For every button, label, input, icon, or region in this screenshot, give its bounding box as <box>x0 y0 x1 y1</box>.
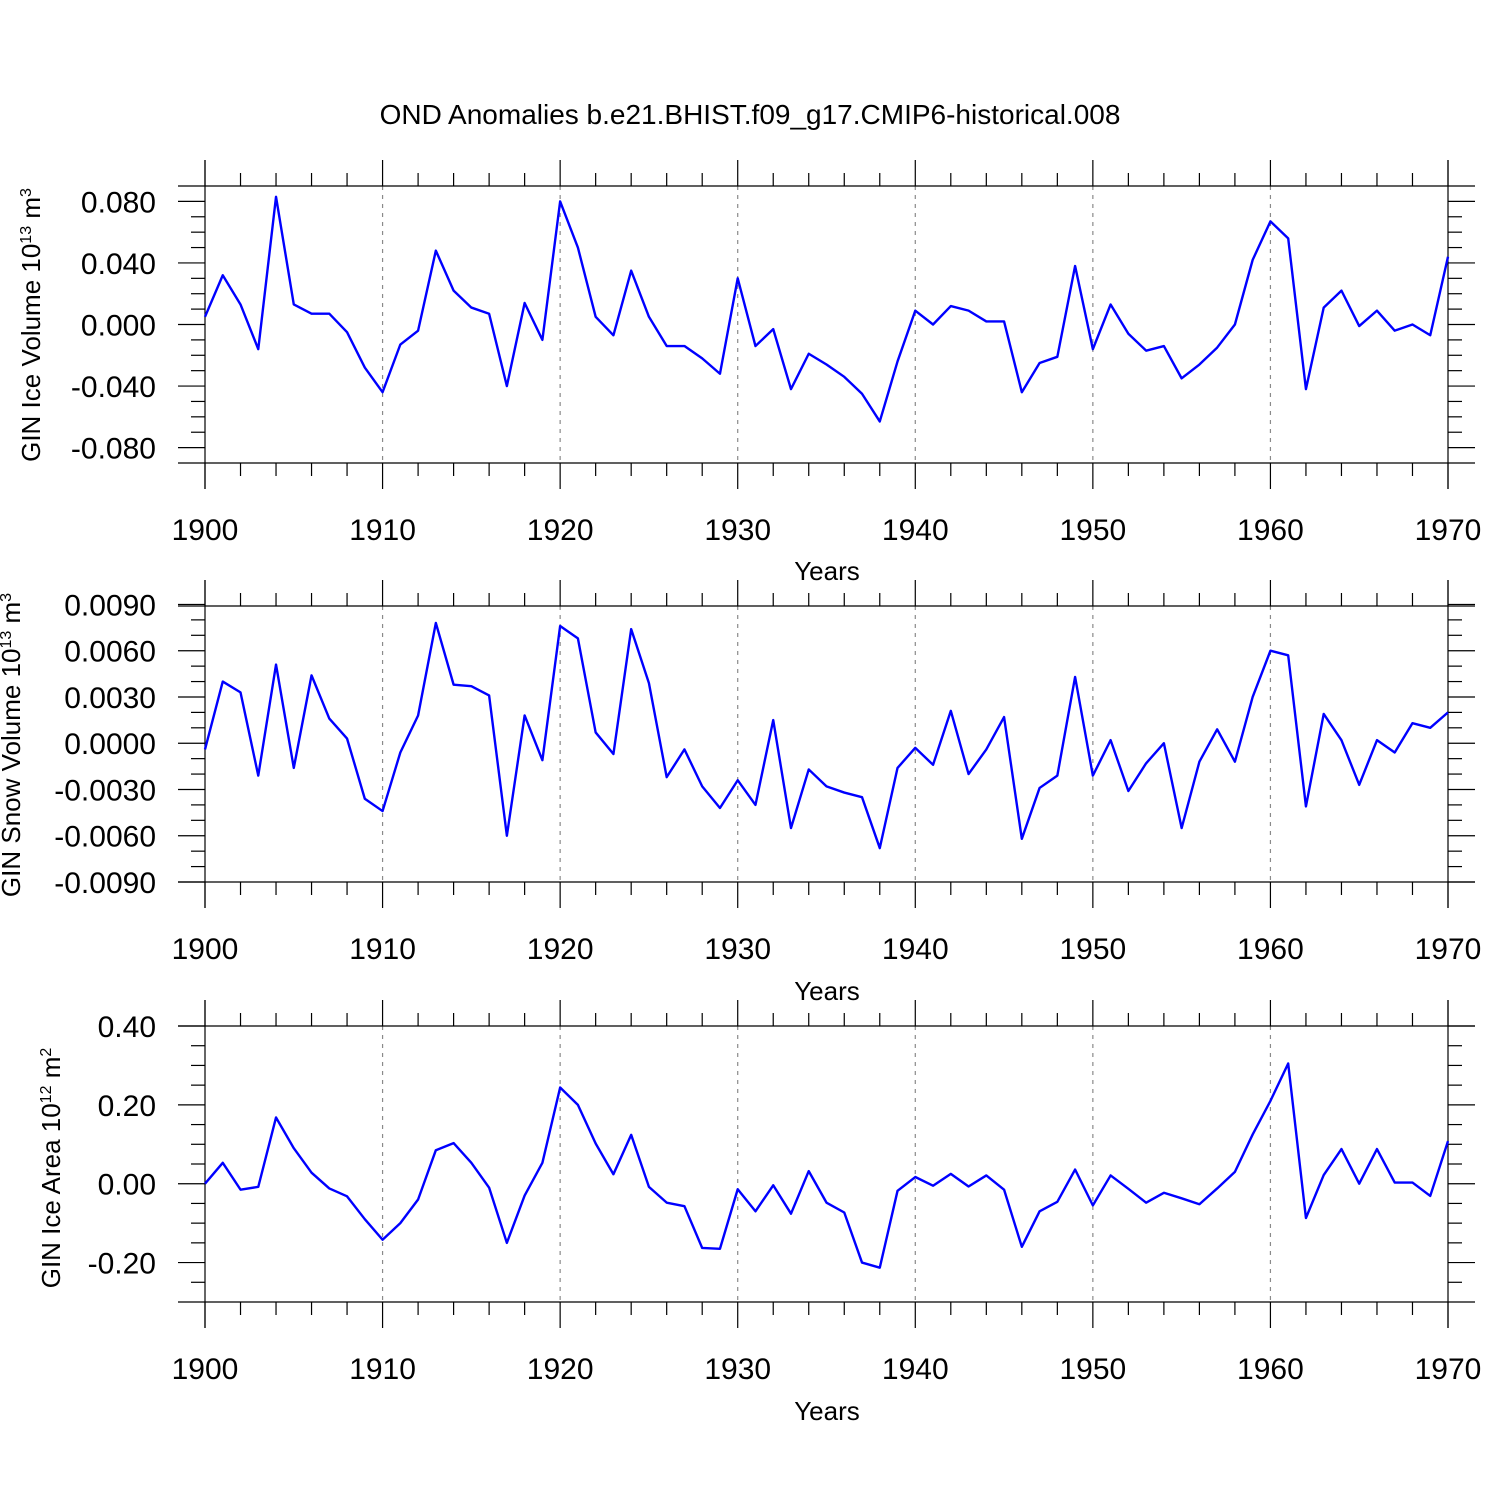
y-tick-label: 0.00 <box>98 1169 156 1202</box>
y-tick-label: 0.20 <box>98 1090 156 1123</box>
x-tick-label: 1920 <box>527 514 594 547</box>
y-axis-title: GIN Ice Area 1012 m2 <box>36 1048 66 1289</box>
x-tick-label: 1960 <box>1237 933 1304 966</box>
x-tick-label: 1900 <box>172 514 239 547</box>
x-tick-label: 1970 <box>1415 1353 1482 1386</box>
x-tick-label: 1920 <box>527 933 594 966</box>
y-axis-title-unit: m <box>36 1057 66 1086</box>
x-tick-label: 1940 <box>882 514 949 547</box>
y-tick-label: 0.0000 <box>64 728 156 761</box>
x-axis-title: Years <box>794 556 860 586</box>
x-tick-label: 1910 <box>349 514 416 547</box>
y-axis-title-unit-exponent: 3 <box>0 593 15 602</box>
x-tick-label: 1940 <box>882 933 949 966</box>
x-tick-label: 1930 <box>704 1353 771 1386</box>
y-axis-title-unit-exponent: 3 <box>18 188 35 197</box>
y-axis-title-exponent: 13 <box>18 226 35 244</box>
y-tick-label: -0.0090 <box>54 867 156 900</box>
y-axis-title-main: GIN Snow Volume 10 <box>0 649 26 898</box>
x-tick-label: 1940 <box>882 1353 949 1386</box>
series-line <box>203 195 1450 423</box>
ice-volume-panel: 1900 1910 1920 1930 1940 1950 1960 1970 -0.080 -0… <box>16 160 1481 586</box>
x-tick-label: 1960 <box>1237 1353 1304 1386</box>
x-tick-label: 1900 <box>172 933 239 966</box>
x-axis-title: Years <box>794 976 860 1006</box>
x-tick-label: 1910 <box>349 933 416 966</box>
x-tick-label: 1930 <box>704 514 771 547</box>
x-tick-label: 1950 <box>1059 514 1126 547</box>
y-axis-title-main: GIN Ice Area 10 <box>36 1103 66 1288</box>
y-axis-title-exponent: 13 <box>0 631 15 649</box>
ice-area-panel: 1900 1910 1920 1930 1940 1950 1960 1970 -0.20 0.0… <box>36 1000 1481 1426</box>
x-tick-label: 1950 <box>1059 1353 1126 1386</box>
y-tick-label: -0.040 <box>71 371 156 404</box>
y-tick-label: 0.040 <box>81 248 156 281</box>
figure-title: OND Anomalies b.e21.BHIST.f09_g17.CMIP6-… <box>380 99 1121 130</box>
y-axis-title-main: GIN Ice Volume 10 <box>16 244 46 462</box>
y-tick-label: 0.080 <box>81 186 156 219</box>
x-tick-label: 1950 <box>1059 933 1126 966</box>
x-tick-label: 1930 <box>704 933 771 966</box>
snow-volume-panel: 1900 1910 1920 1930 1940 1950 1960 1970 -0.0090 -… <box>0 580 1481 1006</box>
y-tick-label: 0.40 <box>98 1011 156 1044</box>
y-tick-label: -0.0060 <box>54 821 156 854</box>
y-tick-label: 0.000 <box>81 310 156 343</box>
x-axis-title: Years <box>794 1396 860 1426</box>
x-tick-label: 1900 <box>172 1353 239 1386</box>
series-line <box>203 621 1449 850</box>
x-tick-label: 1960 <box>1237 514 1304 547</box>
y-axis-title: GIN Snow Volume 1013 m3 <box>0 593 26 897</box>
x-tick-label: 1970 <box>1415 933 1482 966</box>
y-axis-title-unit-exponent: 2 <box>38 1048 55 1057</box>
y-axis-title-exponent: 12 <box>38 1085 55 1103</box>
y-tick-label: 0.0030 <box>64 682 156 715</box>
y-tick-label: -0.20 <box>88 1248 156 1281</box>
y-axis-title-unit: m <box>16 197 46 226</box>
y-tick-label: 0.0090 <box>64 589 156 622</box>
y-tick-label: -0.080 <box>71 433 156 466</box>
y-axis-title-unit: m <box>0 602 26 631</box>
y-axis-title: GIN Ice Volume 1013 m3 <box>16 188 46 462</box>
x-tick-label: 1910 <box>349 1353 416 1386</box>
x-tick-label: 1920 <box>527 1353 594 1386</box>
series-line <box>204 1062 1450 1269</box>
y-tick-label: 0.0060 <box>64 636 156 669</box>
x-tick-label: 1970 <box>1415 514 1482 547</box>
y-tick-label: -0.0030 <box>54 774 156 807</box>
